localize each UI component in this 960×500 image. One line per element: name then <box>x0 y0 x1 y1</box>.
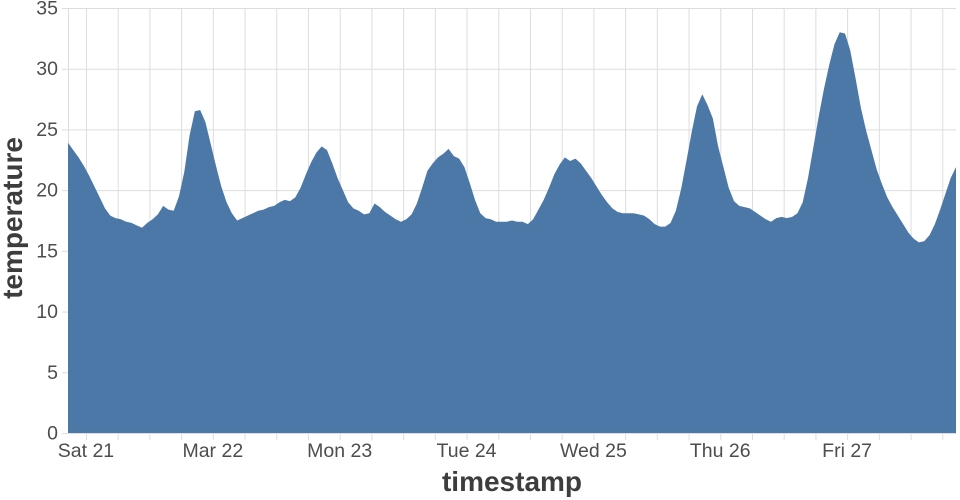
y-tick-label: 10 <box>36 301 58 323</box>
y-tick-label: 30 <box>36 58 58 80</box>
axes: 0 5 10 15 20 25 30 35 Sat 21 Mar 22 Mon 23 Tue 24 We… <box>36 0 944 462</box>
x-axis-title: timestamp <box>442 466 582 497</box>
y-tick-label: 35 <box>36 0 58 20</box>
x-tick-label: Mon 23 <box>307 440 372 462</box>
x-tick-label: Sat 21 <box>58 440 114 462</box>
x-tick-label: Thu 26 <box>690 440 751 462</box>
y-axis-title: temperature <box>0 137 28 299</box>
x-tick-label: Fri 27 <box>822 440 872 462</box>
temperature-area-series <box>68 32 956 433</box>
y-tick-label: 5 <box>47 362 58 384</box>
x-tick-label: Mar 22 <box>182 440 243 462</box>
y-tick-label: 25 <box>36 119 58 141</box>
y-tick-label: 20 <box>36 180 58 202</box>
x-tick-label: Wed 25 <box>560 440 627 462</box>
y-tick-label: 0 <box>47 423 58 445</box>
y-tick-label: 15 <box>36 240 58 262</box>
x-tick-label: Tue 24 <box>437 440 497 462</box>
